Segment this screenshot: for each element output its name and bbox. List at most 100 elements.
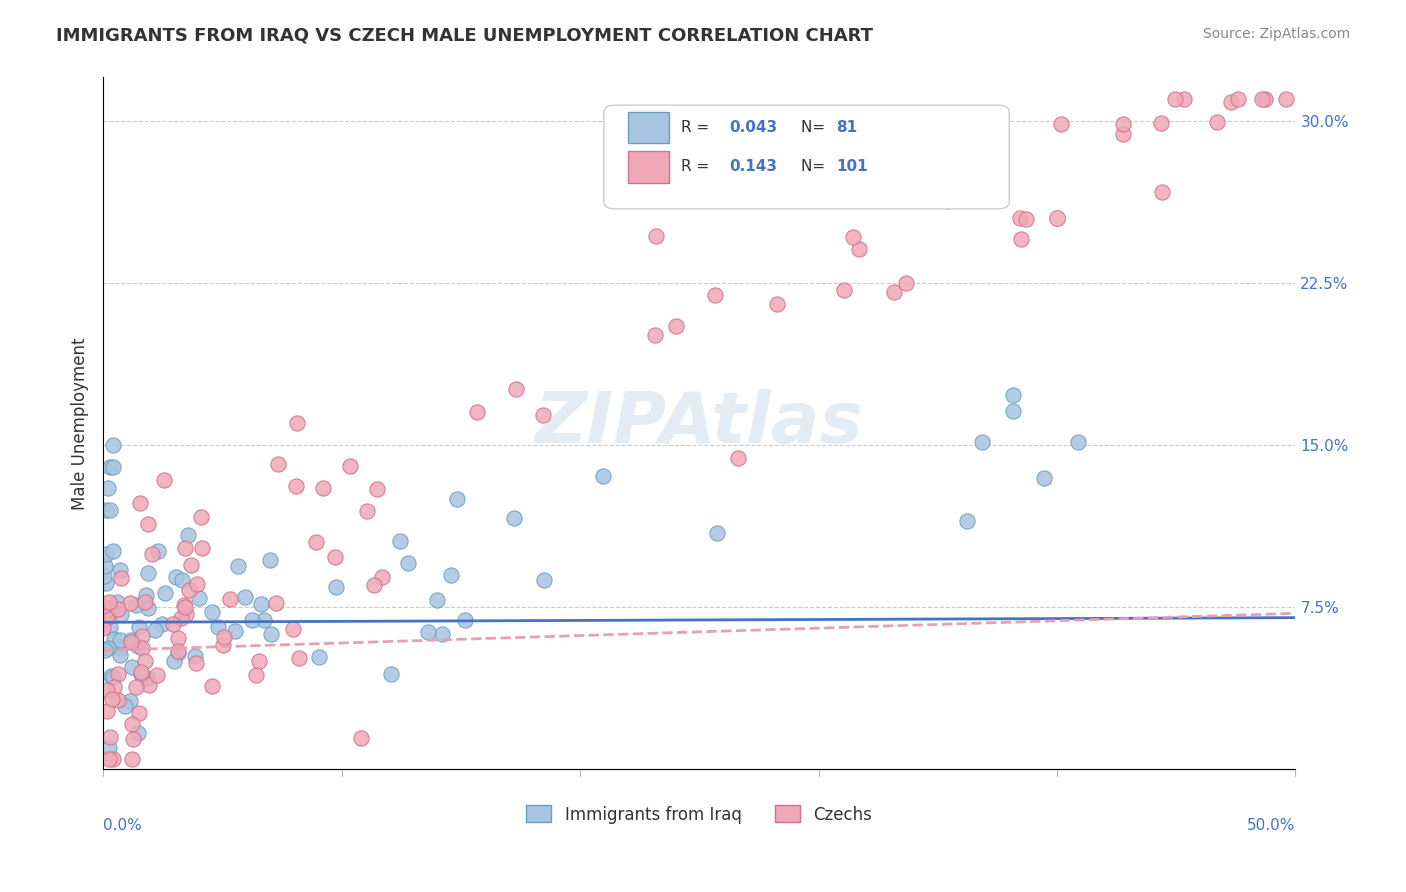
Point	[1046, 211, 1069, 225]
Point	[107, 595, 129, 609]
Point	[832, 283, 855, 297]
Point	[93, 569, 115, 583]
Point	[108, 563, 131, 577]
Point	[98, 459, 121, 474]
Point	[122, 731, 145, 746]
Point	[101, 438, 124, 452]
Point	[201, 679, 224, 693]
Point	[135, 588, 157, 602]
Point	[91, 621, 114, 635]
Point	[180, 558, 202, 573]
FancyBboxPatch shape	[605, 105, 1010, 209]
Point	[1226, 92, 1249, 106]
Text: IMMIGRANTS FROM IRAQ VS CZECH MALE UNEMPLOYMENT CORRELATION CHART: IMMIGRANTS FROM IRAQ VS CZECH MALE UNEMP…	[56, 27, 873, 45]
Point	[121, 717, 143, 731]
Point	[174, 599, 197, 614]
Point	[1112, 127, 1135, 141]
Point	[120, 596, 142, 610]
Point	[93, 599, 115, 613]
Point	[136, 671, 159, 685]
Point	[128, 619, 150, 633]
Point	[103, 680, 125, 694]
Point	[125, 598, 148, 612]
Point	[396, 556, 419, 570]
Point	[98, 751, 121, 765]
Point	[150, 616, 173, 631]
Point	[1152, 185, 1174, 199]
Point	[704, 288, 727, 302]
Point	[170, 611, 193, 625]
Point	[141, 547, 163, 561]
Point	[110, 640, 132, 655]
Point	[97, 640, 120, 655]
Point	[1015, 212, 1038, 227]
Point	[97, 481, 120, 495]
Point	[191, 541, 214, 555]
Point	[101, 751, 124, 765]
Point	[190, 510, 212, 524]
Point	[356, 504, 378, 518]
Point	[759, 113, 782, 128]
Point	[467, 405, 489, 419]
Point	[107, 667, 129, 681]
Point	[1112, 118, 1135, 132]
Point	[200, 605, 222, 619]
Point	[134, 654, 156, 668]
Point	[1205, 115, 1227, 129]
Point	[288, 651, 311, 665]
Point	[163, 654, 186, 668]
Point	[143, 623, 166, 637]
Text: ZIPAtlas: ZIPAtlas	[536, 389, 863, 458]
Point	[848, 242, 870, 256]
Point	[454, 613, 477, 627]
Point	[440, 568, 463, 582]
Point	[883, 285, 905, 299]
Point	[179, 583, 201, 598]
Point	[94, 576, 117, 591]
Point	[305, 535, 328, 549]
Point	[1002, 404, 1025, 418]
Point	[1275, 92, 1298, 106]
Point	[96, 704, 118, 718]
Text: 0.143: 0.143	[730, 159, 778, 174]
Point	[103, 601, 125, 615]
Point	[107, 693, 129, 707]
Point	[110, 632, 132, 647]
Point	[247, 654, 270, 668]
Point	[1010, 232, 1032, 246]
Point	[121, 751, 143, 765]
Point	[446, 491, 468, 506]
Point	[325, 580, 347, 594]
Point	[430, 627, 453, 641]
Point	[665, 318, 688, 333]
Point	[136, 516, 159, 531]
Point	[101, 603, 124, 617]
Point	[505, 382, 527, 396]
Text: 50.0%: 50.0%	[1247, 818, 1295, 833]
Point	[146, 544, 169, 558]
Point	[207, 619, 229, 633]
Point	[101, 670, 124, 684]
Point	[98, 595, 121, 609]
Point	[350, 731, 373, 745]
Point	[644, 328, 666, 343]
Point	[153, 473, 176, 487]
Point	[108, 648, 131, 662]
Point	[264, 596, 287, 610]
Point	[167, 631, 190, 645]
Point	[173, 541, 195, 556]
Bar	[627, 152, 669, 183]
Point	[1219, 95, 1241, 109]
Point	[1164, 92, 1187, 106]
Point	[245, 667, 267, 681]
Point	[96, 683, 118, 698]
Point	[212, 631, 235, 645]
Point	[162, 617, 184, 632]
Point	[226, 559, 249, 574]
Point	[110, 572, 132, 586]
Point	[281, 623, 304, 637]
Point	[502, 510, 524, 524]
Point	[380, 667, 402, 681]
Point	[1254, 92, 1277, 106]
Point	[240, 613, 263, 627]
